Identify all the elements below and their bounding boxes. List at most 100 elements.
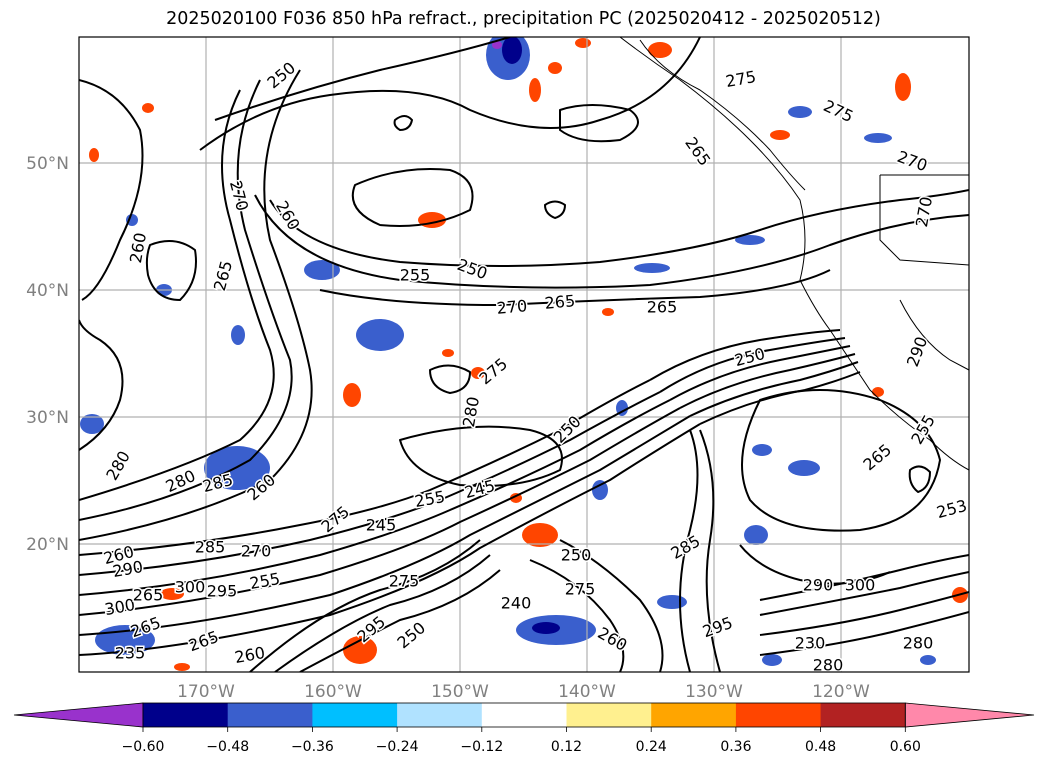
- precip-negative-area: [356, 319, 404, 351]
- contour-label: 265: [133, 586, 164, 605]
- colorbar-outline: [142, 702, 906, 728]
- precip-positive-area: [142, 103, 154, 113]
- contour-label: 275: [476, 354, 512, 388]
- colorbar-extend-high: [904, 702, 1035, 728]
- contour-label: 255: [400, 266, 431, 285]
- precip-positive-area: [343, 383, 361, 407]
- contour-label: 250: [394, 618, 430, 652]
- contour-label: 245: [463, 476, 497, 502]
- colorbar-segment: [566, 703, 652, 727]
- contour-label: 290: [903, 334, 931, 369]
- latitude-labels: 50°N 40°N 30°N 20°N: [26, 154, 69, 555]
- precip-negative-area: [231, 325, 245, 345]
- contour-label: 260: [272, 198, 304, 234]
- precip-negative-area: [735, 235, 765, 245]
- contour-label: 275: [821, 96, 857, 126]
- contour-label: 265: [647, 298, 678, 317]
- contour-label: 275: [565, 580, 596, 599]
- colorbar-segment: [735, 703, 822, 727]
- precip-negative-area: [304, 260, 340, 280]
- precip-negative-area: [864, 133, 892, 143]
- colorbar-tick-label: 0.48: [805, 739, 836, 755]
- precip-negative-area: [657, 595, 687, 609]
- precip-positive-area: [575, 38, 591, 48]
- precip-negative-area: [80, 414, 104, 434]
- precip-negative-area: [502, 37, 522, 64]
- contour-label: 300: [103, 595, 136, 619]
- contour-label: 235: [115, 644, 146, 663]
- precip-positive-area: [442, 349, 454, 357]
- contour-label: 290: [803, 576, 834, 595]
- contour-label: 240: [501, 594, 532, 613]
- colorbar-segment: [227, 703, 313, 727]
- precip-negative-area: [788, 460, 820, 476]
- precip-positive-area: [648, 42, 672, 58]
- contour-label: 285: [668, 531, 704, 563]
- precip-negative-area: [126, 214, 138, 226]
- map-title: 2025020100 F036 850 hPa refract., precip…: [166, 9, 881, 29]
- contour-label: 250: [561, 546, 592, 565]
- contour-label: 250: [264, 58, 300, 92]
- precip-positive-area: [343, 636, 377, 664]
- longitude-labels: 170°W 160°W 150°W 140°W 130°W 120°W: [177, 682, 870, 702]
- contour-label: 280: [903, 634, 934, 653]
- contour-label: 270: [226, 179, 252, 213]
- colorbar-segment: [143, 703, 229, 727]
- contour-label: 270: [912, 195, 936, 228]
- precip-negative-area: [744, 525, 768, 545]
- lat-label: 20°N: [26, 535, 69, 555]
- precip-positive-area: [872, 387, 884, 397]
- contour-label: 300: [845, 576, 876, 595]
- contour-label: 260: [233, 643, 266, 667]
- colorbar-tick-label: −0.24: [376, 739, 419, 755]
- contour-label: 265: [210, 259, 236, 293]
- lon-label: 150°W: [431, 682, 489, 702]
- colorbar-tick-label: 0.24: [636, 739, 667, 755]
- precip-positive-area: [160, 588, 184, 600]
- contour-label: 245: [366, 516, 397, 535]
- lon-label: 130°W: [685, 682, 743, 702]
- lon-label: 120°W: [812, 682, 870, 702]
- precip-negative-area: [532, 622, 560, 634]
- coastlines: [619, 37, 969, 471]
- precip-negative-area: [762, 654, 782, 666]
- contour-value-labels: 250 275 275 265 270 270 260 260 265 255 250 265 270 2…: [100, 57, 970, 676]
- precip-positive-area: [89, 148, 99, 162]
- lat-label: 50°N: [26, 154, 69, 174]
- colorbar-tick-label: 0.36: [720, 739, 751, 755]
- precip-negative-area: [788, 106, 812, 118]
- precip-positive-area: [529, 78, 541, 102]
- colorbar-segment: [312, 703, 398, 727]
- contour-label: 255: [413, 487, 446, 511]
- lon-label: 160°W: [304, 682, 362, 702]
- precip-negative-area: [752, 444, 772, 456]
- lat-label: 30°N: [26, 408, 69, 428]
- colorbar-tick-label: 0.12: [551, 739, 582, 755]
- contour-label: 253: [935, 496, 969, 522]
- colorbar: −0.60 −0.48 −0.36 −0.24 −0.12 0.12 0.24 0.36 0.4…: [13, 702, 1035, 755]
- precip-positive-area: [471, 367, 485, 379]
- colorbar-tick-label: −0.36: [291, 739, 334, 755]
- precip-positive-area: [522, 523, 558, 547]
- colorbar-segment: [820, 703, 906, 727]
- contour-label: 250: [733, 344, 767, 370]
- contour-label: 270: [496, 296, 528, 318]
- colorbar-extend-low: [13, 702, 144, 728]
- colorbar-segment: [481, 703, 567, 727]
- lat-label: 40°N: [26, 281, 69, 301]
- precip-positive-area: [548, 62, 562, 74]
- contour-label: 295: [700, 613, 735, 641]
- contour-label: 290: [111, 557, 144, 581]
- contour-label: 280: [813, 656, 844, 675]
- contour-label: 275: [318, 502, 354, 536]
- contour-label: 270: [241, 542, 272, 561]
- contour-label: 275: [389, 572, 420, 591]
- colorbar-tick-label: 0.60: [890, 739, 921, 755]
- contour-label: 280: [459, 395, 483, 428]
- precip-negative-area: [616, 400, 628, 416]
- contour-label: 265: [128, 613, 163, 641]
- colorbar-segment: [651, 703, 737, 727]
- contour-label: 285: [195, 538, 226, 557]
- contour-label: 265: [860, 440, 896, 474]
